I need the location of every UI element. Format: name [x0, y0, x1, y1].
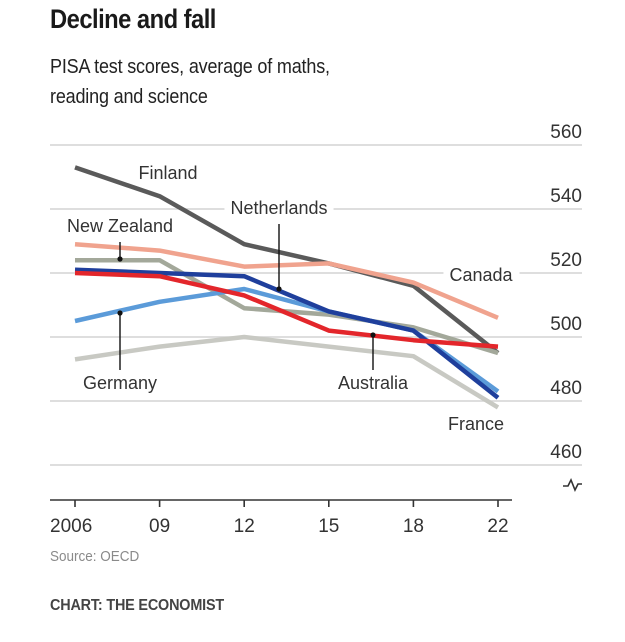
label-france: France	[448, 414, 504, 434]
x-tick-label: 15	[318, 516, 339, 537]
x-axis: 2006 09 12 15 18 22	[50, 499, 512, 537]
y-tick-label: 480	[550, 378, 582, 399]
label-backdrop	[224, 198, 334, 218]
series-line-canada	[74, 241, 499, 320]
chart-credit: CHART: THE ECONOMIST	[50, 597, 225, 614]
label-australia: Australia	[338, 373, 409, 393]
series-line-finland	[74, 165, 500, 355]
x-tick-label: 22	[487, 516, 508, 537]
y-tick-label: 560	[550, 122, 582, 143]
leader-dot-australia	[370, 332, 376, 338]
label-backdrop	[443, 265, 520, 285]
y-tick-label: 500	[550, 314, 582, 335]
y-axis-ticks: 460 480 500 520 540 560	[550, 122, 582, 463]
x-tick-label: 18	[403, 516, 424, 537]
leader-dot-new-zealand	[117, 256, 123, 262]
source-note: Source: OECD	[50, 548, 140, 565]
chart-title: Decline and fall	[50, 4, 216, 34]
label-netherlands: Netherlands	[230, 198, 327, 218]
label-canada: Canada	[449, 265, 513, 285]
chart-subtitle: PISA test scores, average of maths, read…	[50, 56, 330, 108]
label-germany: Germany	[83, 373, 157, 393]
leader-dot-netherlands	[276, 286, 282, 292]
y-tick-label: 460	[550, 442, 582, 463]
axis-break-icon	[563, 478, 582, 492]
series-lines	[74, 165, 500, 410]
y-tick-label: 540	[550, 186, 582, 207]
label-backdrop	[60, 216, 180, 236]
y-tick-label: 520	[550, 250, 582, 271]
x-tick-label: 2006	[50, 516, 92, 537]
label-new-zealand: New Zealand	[67, 216, 173, 236]
series-line-france	[74, 334, 500, 410]
leader-dot-germany	[117, 310, 123, 316]
label-finland: Finland	[138, 163, 197, 183]
x-tick-label: 09	[149, 516, 170, 537]
series-line-australia	[74, 270, 499, 349]
x-tick-label: 12	[234, 516, 255, 537]
annotations: Finland New Zealand Netherlands Canada Germa…	[60, 163, 520, 434]
